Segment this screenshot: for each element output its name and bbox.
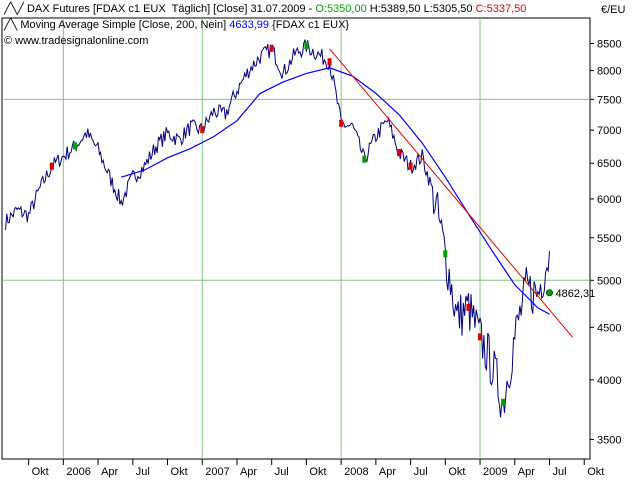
x-tick-label: Apr (240, 466, 257, 478)
x-tick-label: Apr (101, 466, 118, 478)
x-axis: Okt 2006 Apr Jul Okt 2007 Apr Jul Okt 2008 Apr Jul O… (28, 459, 604, 478)
indicator-value: 4633,99 (229, 19, 269, 31)
y-axis: 8500 8000 7500 7000 6500 6000 5500 5000 4500 4000… (590, 39, 621, 446)
copyright-text: © www.tradesignalonline.com (4, 35, 149, 47)
ma-value-marker (545, 289, 553, 297)
sell-signal-marker (408, 162, 413, 170)
x-tick-label: Jul (136, 466, 150, 478)
x-tick-label: Jul (414, 466, 428, 478)
ma-value-label: 4862,31 (555, 288, 595, 300)
sell-signal-marker (478, 333, 483, 341)
y-tick-label: 6000 (597, 194, 621, 206)
header-low: L:5305,50 (423, 3, 473, 15)
buy-signal-marker (443, 250, 448, 258)
x-tick-label: Apr (518, 466, 535, 478)
header-line-1: ╱╲╱ DAX Futures [FDAX c1 EUX Täglich] [C… (4, 3, 527, 15)
grid (2, 18, 590, 459)
x-tick-label: 2009 (483, 466, 507, 478)
sell-signal-marker (49, 162, 54, 170)
y-axis-label: €/EU (601, 4, 626, 16)
buy-signal-marker (304, 42, 309, 50)
indicator-icon: ╱╲ (4, 19, 21, 31)
sell-signal-marker (327, 58, 332, 66)
y-tick-label: 7000 (597, 125, 621, 137)
x-tick-label: Okt (448, 466, 465, 478)
buy-signal-marker (72, 142, 77, 150)
series-name: DAX Futures [FDAX c1 EUX Täglich] [Close… (26, 3, 248, 15)
x-tick-label: 2006 (66, 466, 90, 478)
y-tick-label: 8000 (597, 66, 621, 78)
y-tick-label: 8500 (597, 39, 621, 51)
header-open: O:5350,00 (315, 3, 367, 15)
y-tick-label: 3500 (597, 434, 621, 446)
x-tick-label: Okt (171, 466, 188, 478)
sell-signal-marker (269, 44, 274, 52)
indicator-name: Moving Average Simple [Close, 200, Nein] (20, 19, 227, 31)
buy-signal-marker (362, 155, 367, 163)
x-tick-label: Jul (552, 466, 566, 478)
y-tick-label: 4000 (597, 375, 621, 387)
x-tick-label: 2008 (344, 466, 368, 478)
indicator-symbol: {FDAX c1 EUX} (272, 19, 350, 31)
header-date: 31.07.2009 (250, 3, 306, 15)
x-tick-label: 2007 (205, 466, 229, 478)
moving-average-line (121, 67, 550, 315)
ma-value-text: 4862,31 (555, 288, 595, 300)
x-tick-label: Okt (309, 466, 326, 478)
sell-signal-marker (466, 303, 471, 311)
x-tick-label: Jul (275, 466, 289, 478)
header-line-3: © www.tradesignalonline.com (4, 35, 148, 48)
sell-signal-marker (397, 149, 402, 157)
header-high: H:5389,50 (369, 3, 421, 15)
y-tick-label: 5000 (597, 275, 621, 287)
y-tick-label: 4500 (597, 322, 621, 334)
sell-signal-marker (200, 126, 205, 134)
buy-signal-marker (501, 398, 506, 406)
markers-layer (49, 42, 553, 406)
price-line (5, 39, 550, 418)
y-tick-label: 7500 (597, 94, 621, 106)
trend-line (329, 48, 574, 338)
y-tick-label: 5500 (597, 233, 621, 245)
series-layer (5, 39, 574, 418)
x-tick-label: Apr (379, 466, 396, 478)
x-tick-label: Okt (32, 466, 49, 478)
header-line-2: ╱╲ Moving Average Simple [Close, 200, Ne… (4, 19, 349, 32)
chart-type-icon: ╱╲╱ (4, 3, 27, 15)
header-close: C:5337,50 (475, 3, 527, 15)
sell-signal-marker (339, 119, 344, 127)
x-tick-label: Okt (587, 466, 604, 478)
y-tick-label: 6500 (597, 158, 621, 170)
plot-area (1, 17, 591, 460)
